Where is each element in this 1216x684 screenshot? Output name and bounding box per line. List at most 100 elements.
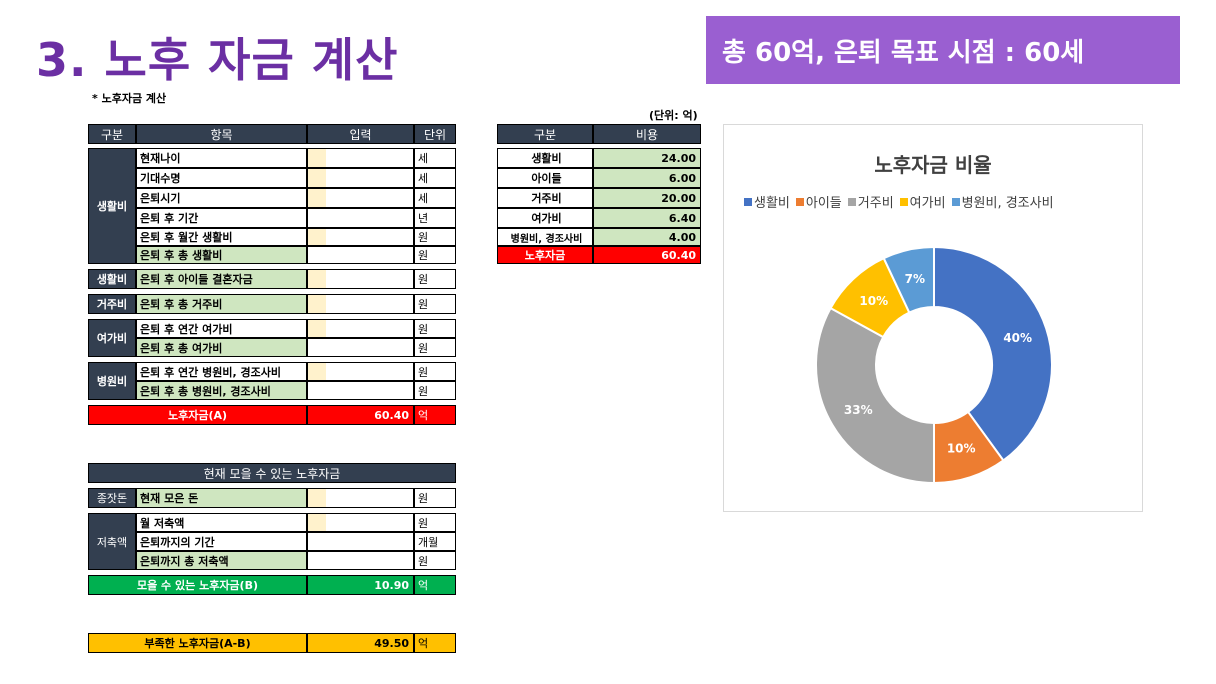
retirement-period-cell[interactable] — [307, 208, 414, 228]
group-children: 생활비 — [88, 269, 136, 289]
summary-row-label: 생활비 — [497, 148, 593, 168]
total-leisure-cell[interactable] — [307, 338, 414, 357]
total-b-unit: 억 — [414, 575, 456, 595]
row-unit: 원 — [414, 551, 456, 570]
summary-row-label: 거주비 — [497, 188, 593, 208]
current-savings-input[interactable] — [307, 488, 414, 508]
donut-chart: 노후자금 비율 생활비 아이들 거주비 여가비 병원비, 경조사비 40% 10%… — [723, 124, 1143, 512]
header-category: 구분 — [88, 124, 136, 144]
row-unit: 세 — [414, 168, 456, 188]
legend-label: 생활비 — [754, 196, 790, 211]
shortfall-label: 부족한 노후자금(A-B) — [88, 633, 307, 653]
legend-item: 거주비 — [847, 192, 894, 211]
total-a-value: 60.40 — [307, 405, 414, 425]
donut-slice-label: 33% — [844, 403, 873, 417]
monthly-living-input[interactable] — [307, 228, 414, 246]
legend-label: 여가비 — [909, 196, 946, 211]
legend-label: 거주비 — [857, 196, 894, 211]
summary-row-label: 여가비 — [497, 208, 593, 228]
total-living-cell[interactable] — [307, 246, 414, 264]
row-label: 은퇴 후 연간 병원비, 경조사비 — [136, 362, 307, 381]
total-medical-cell[interactable] — [307, 381, 414, 400]
row-unit: 세 — [414, 148, 456, 168]
donut-svg: 40% 10% 33% 10% 7% — [815, 245, 1053, 485]
goal-banner: 총 60억, 은퇴 목표 시점 : 60세 — [706, 16, 1180, 84]
legend-item: 생활비 — [744, 192, 790, 211]
legend-item: 아이들 — [795, 192, 842, 211]
row-label: 은퇴 후 연간 여가비 — [136, 319, 307, 338]
monthly-saving-input[interactable] — [307, 513, 414, 532]
summary-row-value: 4.00 — [593, 228, 701, 246]
row-unit: 원 — [414, 362, 456, 381]
legend-swatch — [847, 197, 856, 206]
row-unit: 원 — [414, 228, 456, 246]
summary-total-value: 60.40 — [593, 246, 701, 264]
total-b-label: 모을 수 있는 노후자금(B) — [88, 575, 307, 595]
life-expectancy-input[interactable] — [307, 168, 414, 188]
row-label: 월 저축액 — [136, 513, 307, 532]
legend-label: 아이들 — [805, 196, 842, 211]
row-label: 은퇴 후 기간 — [136, 208, 307, 228]
row-unit: 개월 — [414, 532, 456, 551]
section-subtitle: * 노후자금 계산 — [92, 92, 167, 105]
donut-slice-label: 10% — [859, 294, 888, 308]
total-a-unit: 억 — [414, 405, 456, 425]
legend-item: 여가비 — [899, 192, 946, 211]
legend-swatch — [951, 197, 960, 206]
summary-row-label: 병원비, 경조사비 — [497, 228, 593, 246]
row-label: 은퇴 후 총 거주비 — [136, 294, 307, 314]
legend-item: 병원비, 경조사비 — [951, 192, 1054, 211]
row-label: 은퇴까지 총 저축액 — [136, 551, 307, 570]
row-label: 현재 모은 돈 — [136, 488, 307, 508]
shortfall-value: 49.50 — [307, 633, 414, 653]
chart-legend: 생활비 아이들 거주비 여가비 병원비, 경조사비 — [744, 192, 1054, 211]
group-living: 생활비 — [88, 148, 136, 264]
annual-leisure-input[interactable] — [307, 319, 414, 338]
donut-slice-label: 7% — [905, 272, 925, 286]
group-seed-money: 종잣돈 — [88, 488, 136, 508]
retirement-age-input[interactable] — [307, 188, 414, 208]
housing-input[interactable] — [307, 294, 414, 314]
group-housing: 거주비 — [88, 294, 136, 314]
summary-row-value: 6.00 — [593, 168, 701, 188]
unit-note: (단위: 억) — [649, 109, 698, 122]
group-savings: 저축액 — [88, 513, 136, 570]
total-b-value: 10.90 — [307, 575, 414, 595]
summary-total-label: 노후자금 — [497, 246, 593, 264]
row-unit: 원 — [414, 246, 456, 264]
row-label: 은퇴 후 총 여가비 — [136, 338, 307, 357]
donut-slice — [815, 306, 935, 485]
row-unit: 원 — [414, 488, 456, 508]
annual-medical-input[interactable] — [307, 362, 414, 381]
row-label: 은퇴 후 총 생활비 — [136, 246, 307, 264]
donut-slice — [882, 245, 935, 314]
legend-swatch — [744, 197, 752, 206]
row-label: 현재나이 — [136, 148, 307, 168]
legend-swatch — [795, 197, 804, 206]
donut-slice-label: 10% — [947, 442, 976, 456]
donut-slice-label: 40% — [1003, 331, 1032, 345]
group-medical: 병원비 — [88, 362, 136, 400]
legend-label: 병원비, 경조사비 — [961, 196, 1054, 211]
wedding-fund-input[interactable] — [307, 269, 414, 289]
row-unit: 원 — [414, 269, 456, 289]
summary-row-value: 20.00 — [593, 188, 701, 208]
total-a-label: 노후자금(A) — [88, 405, 307, 425]
row-unit: 원 — [414, 338, 456, 357]
row-label: 은퇴 후 아이들 결혼자금 — [136, 269, 307, 289]
row-label: 기대수명 — [136, 168, 307, 188]
summary-row-label: 아이들 — [497, 168, 593, 188]
summary-row-value: 6.40 — [593, 208, 701, 228]
header-item: 항목 — [136, 124, 307, 144]
row-unit: 원 — [414, 294, 456, 314]
row-unit: 원 — [414, 381, 456, 400]
row-label: 은퇴 후 총 병원비, 경조사비 — [136, 381, 307, 400]
row-unit: 세 — [414, 188, 456, 208]
summary-header-category: 구분 — [497, 124, 593, 144]
current-age-input[interactable] — [307, 148, 414, 168]
shortfall-unit: 억 — [414, 633, 456, 653]
header-unit: 단위 — [414, 124, 456, 144]
row-label: 은퇴시기 — [136, 188, 307, 208]
months-to-retire-cell[interactable] — [307, 532, 414, 551]
total-saving-cell[interactable] — [307, 551, 414, 570]
